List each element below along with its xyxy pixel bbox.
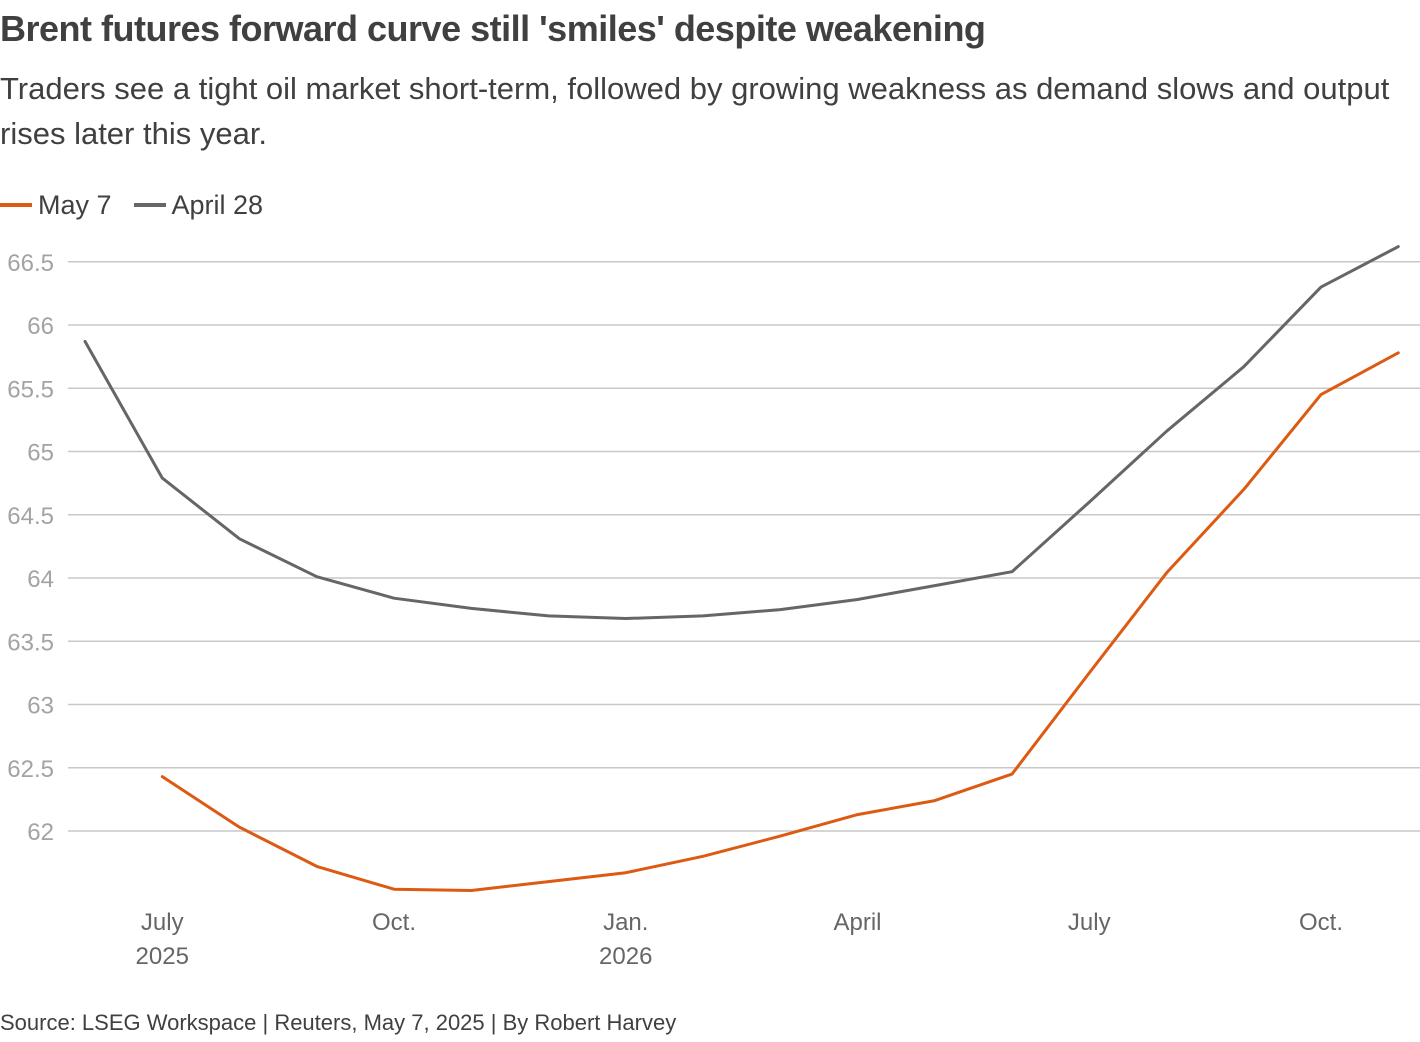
x-tick-label: July — [141, 909, 184, 936]
y-tick-label: 65 — [27, 440, 54, 467]
line-chart: 62 62.5 63 63.5 64 64.5 65 65.5 66 66.5 July 2025 O… — [7, 245, 1420, 970]
y-tick-label: 66.5 — [7, 250, 54, 277]
x-tick-label: July — [1068, 909, 1111, 936]
chart-title: Brent futures forward curve still 'smile… — [0, 8, 986, 49]
x-tick-label: April — [833, 909, 881, 936]
y-tick-label: 65.5 — [7, 376, 54, 403]
series-line-may-7 — [160, 351, 1400, 892]
legend: May 7 April 28 — [0, 185, 285, 225]
y-tick-label: 64.5 — [7, 503, 54, 530]
y-tick-label: 63.5 — [7, 629, 54, 656]
x-tick-year-label: 2025 — [136, 943, 189, 970]
y-tick-label: 64 — [27, 566, 54, 593]
x-tick-label: Jan. — [603, 909, 648, 936]
series-lines — [83, 245, 1400, 892]
gridlines — [68, 261, 1420, 832]
legend-item-april-28: April 28 — [133, 189, 264, 221]
series-line-april-28 — [83, 245, 1400, 620]
legend-item-may-7: May 7 — [0, 190, 112, 221]
source-note: Source: LSEG Workspace | Reuters, May 7,… — [0, 1010, 677, 1035]
y-tick-label: 62.5 — [7, 756, 54, 783]
y-tick-label: 62 — [27, 819, 54, 846]
x-tick-label: Oct. — [372, 909, 416, 936]
legend-label-may-7: May 7 — [38, 189, 112, 220]
y-axis-labels: 62 62.5 63 63.5 64 64.5 65 65.5 66 66.5 — [7, 250, 54, 846]
x-tick-label: Oct. — [1299, 909, 1343, 936]
x-tick-year-label: 2026 — [599, 943, 652, 970]
x-axis-labels: July 2025 Oct. Jan. 2026 April July Oct. — [136, 909, 1343, 970]
legend-swatch-may-7 — [0, 203, 32, 207]
y-tick-label: 66 — [27, 313, 54, 340]
y-tick-label: 63 — [27, 693, 54, 720]
chart-subtitle: Traders see a tight oil market short-ter… — [0, 71, 1390, 151]
legend-label-april-28: April 28 — [171, 189, 264, 220]
legend-swatch-april-28 — [133, 203, 166, 207]
